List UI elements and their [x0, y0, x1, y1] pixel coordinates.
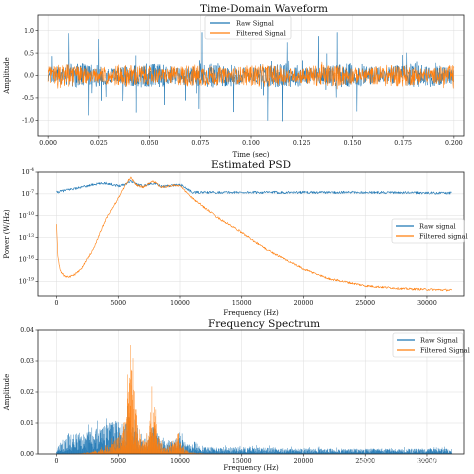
- legend-box-spectrum: [392, 332, 464, 358]
- x-tick-label-spectrum: 20000: [294, 458, 314, 465]
- y-tick-exponent-psd: -10: [27, 211, 34, 217]
- y-tick-label-spectrum: 0.03: [20, 358, 34, 365]
- y-tick-label-time: -0.5: [22, 95, 34, 102]
- y-tick-label-spectrum: 0.00: [20, 451, 34, 458]
- legend-psd: Raw signal Filtered signal: [391, 218, 468, 244]
- y-tick-base-psd: 10: [19, 213, 27, 220]
- chart-title-spectrum: Frequency Spectrum: [208, 318, 320, 330]
- panel-spectrum: Frequency Spectrum 0 5000 10000 15000 20000 2…: [3, 318, 470, 472]
- y-tick-label-psd: 10-7: [22, 189, 34, 198]
- x-tick-label-time: 0.075: [191, 140, 209, 147]
- y-tick-label-psd: 10-19: [19, 277, 34, 286]
- legend-time: Raw Signal Filtered Signal: [204, 15, 292, 40]
- x-axis-label-psd: Frequency (Hz): [223, 309, 279, 317]
- x-tick-label-psd: 5000: [110, 300, 126, 307]
- y-tick-label-time: 0.0: [24, 73, 34, 80]
- x-axis-label-spectrum: Frequency (Hz): [223, 464, 279, 472]
- panel-psd: Estimated PSD 0 5000 10000 15000 20000 25000 3…: [3, 159, 468, 317]
- y-tick-exponent-psd: -16: [27, 255, 34, 261]
- x-tick-label-time: 0.000: [39, 140, 57, 147]
- y-tick-label-psd: 10-16: [19, 255, 34, 264]
- x-tick-label-psd: 10000: [170, 300, 190, 307]
- y-tick-exponent-psd: -19: [27, 277, 34, 283]
- y-tick-base-psd: 10: [19, 257, 27, 264]
- x-tick-label-spectrum: 15000: [232, 458, 252, 465]
- legend-label-filtered-time: Filtered Signal: [236, 30, 286, 38]
- y-tick-base-psd: 10: [19, 279, 27, 286]
- x-tick-label-spectrum: 25000: [355, 458, 375, 465]
- x-axis-label-time: Time (sec): [232, 151, 269, 159]
- chart-title-psd: Estimated PSD: [211, 159, 291, 171]
- series-line-raw-psd: [56, 179, 452, 195]
- y-tick-base-psd: 10: [19, 235, 27, 242]
- yticks-spectrum: 0.00 0.01 0.02 0.03 0.04: [20, 327, 38, 458]
- y-tick-base-psd: 10: [22, 169, 30, 176]
- y-axis-label-spectrum: Amplitude: [3, 374, 11, 412]
- y-tick-label-spectrum: 0.04: [20, 327, 34, 334]
- series-line-filtered-psd: [56, 176, 452, 292]
- xticks-psd: 0 5000 10000 15000 20000 25000 30000: [55, 296, 437, 307]
- x-tick-label-time: 0.175: [394, 140, 412, 147]
- y-tick-exponent-psd: -7: [30, 189, 35, 195]
- y-tick-label-spectrum: 0.02: [20, 389, 34, 396]
- chart-title-time: Time-Domain Waveform: [200, 3, 328, 15]
- legend-label-raw-psd: Raw signal: [419, 223, 456, 231]
- x-tick-label-time: 0.200: [445, 140, 463, 147]
- x-tick-label-time: 0.050: [141, 140, 159, 147]
- yticks-time: -1.0 -0.5 0.0 0.5 1.0: [22, 28, 38, 125]
- x-tick-label-time: 0.100: [242, 140, 260, 147]
- legend-label-filtered-spectrum: Filtered Signal: [420, 347, 470, 355]
- legend-label-filtered-psd: Filtered signal: [419, 233, 468, 241]
- x-tick-label-spectrum: 0: [55, 458, 59, 465]
- x-tick-label-psd: 30000: [417, 300, 437, 307]
- y-tick-exponent-psd: -4: [30, 167, 35, 173]
- x-tick-label-time: 0.025: [90, 140, 108, 147]
- x-tick-label-psd: 0: [55, 300, 59, 307]
- x-tick-label-time: 0.150: [344, 140, 362, 147]
- y-tick-label-spectrum: 0.01: [20, 420, 34, 427]
- watermark-text: 头条 @雷锋锂电技术2023: [336, 455, 467, 469]
- x-tick-label-psd: 20000: [294, 300, 314, 307]
- y-tick-label-psd: 10-13: [19, 233, 34, 242]
- y-tick-label-time: -1.0: [22, 118, 34, 125]
- xticks-spectrum: 0 5000 10000 15000 20000 25000 30000: [55, 454, 437, 465]
- legend-spectrum: Raw Signal Filtered Signal: [392, 332, 470, 358]
- x-tick-label-spectrum: 5000: [110, 458, 126, 465]
- y-tick-label-time: 1.0: [24, 28, 34, 35]
- series-psd: [56, 176, 452, 292]
- y-axis-label-time: Amplitude: [3, 57, 11, 95]
- series-line-filtered-time: [47, 61, 455, 90]
- legend-label-raw-time: Raw Signal: [236, 20, 274, 28]
- y-tick-exponent-psd: -13: [27, 233, 34, 239]
- legend-box-psd: [391, 218, 465, 244]
- x-tick-label-time: 0.125: [293, 140, 311, 147]
- y-axis-label-psd: Power (W/Hz): [3, 209, 11, 258]
- y-tick-base-psd: 10: [22, 191, 30, 198]
- panel-time-domain: Time-Domain Waveform 0.000 0.025 0.050 0.07…: [3, 3, 465, 159]
- y-tick-label-psd: 10-10: [19, 211, 34, 220]
- x-tick-label-psd: 25000: [355, 300, 375, 307]
- y-tick-label-psd: 10-4: [22, 167, 34, 176]
- xticks-time: 0.000 0.025 0.050 0.075 0.100 0.125 0.150 0.175…: [39, 136, 463, 147]
- y-tick-label-time: 0.5: [24, 50, 34, 57]
- series-time: [47, 32, 455, 122]
- x-tick-label-spectrum: 10000: [170, 458, 190, 465]
- legend-label-raw-spectrum: Raw Signal: [420, 337, 458, 345]
- x-tick-label-spectrum: 30000: [417, 458, 437, 465]
- x-tick-label-psd: 15000: [232, 300, 252, 307]
